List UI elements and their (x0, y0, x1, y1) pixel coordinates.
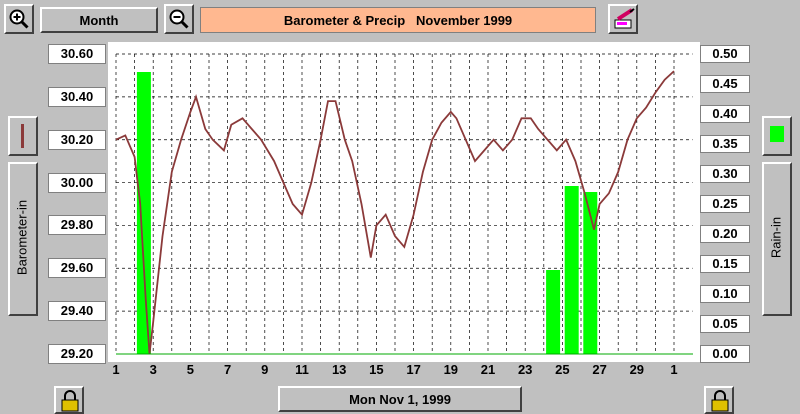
x-axis-tick-label: 1 (670, 362, 678, 377)
right-axis-tick-label: 0.00 (700, 345, 750, 363)
left-axis-tick-label: 29.20 (48, 344, 106, 364)
right-axis-tick-label: 0.45 (700, 75, 750, 93)
x-axis-tick-label: 3 (149, 362, 157, 377)
print-button[interactable] (608, 4, 638, 34)
left-axis-tick-label: 29.80 (48, 215, 106, 236)
rain-swatch (770, 126, 784, 142)
rain-bar (583, 192, 598, 354)
rain-series-toggle[interactable] (762, 116, 792, 156)
period-label: Month (79, 12, 119, 28)
x-axis-tick-label: 1 (112, 362, 120, 377)
x-axis-tick-label: 5 (186, 362, 194, 377)
rain-axis-button[interactable]: Rain-in (762, 162, 792, 316)
left-axis-tick-label: 29.60 (48, 258, 106, 279)
barometer-axis-label: Barometer-in (14, 199, 30, 276)
x-axis-tick-label: 15 (369, 362, 384, 377)
barometer-series-line (115, 70, 675, 355)
right-axis-tick-label: 0.50 (700, 45, 750, 63)
x-axis-tick-label: 9 (261, 362, 269, 377)
x-axis-tick-label: 29 (629, 362, 645, 377)
lock-left-button[interactable] (54, 386, 84, 414)
padlock-icon (711, 390, 729, 412)
period-select-button[interactable]: Month (40, 7, 158, 33)
right-axis-tick-label: 0.40 (700, 105, 750, 123)
left-axis-tick-label: 30.20 (48, 129, 106, 150)
printer-pen-icon (614, 8, 635, 29)
right-axis-tick-label: 0.10 (700, 285, 750, 303)
right-axis-tick-label: 0.35 (700, 135, 750, 153)
date-label: Mon Nov 1, 1999 (349, 391, 451, 407)
barometer-swatch (21, 124, 24, 148)
x-axis-tick-label: 11 (295, 362, 309, 377)
x-axis-tick-label: 21 (480, 362, 496, 377)
x-axis-tick-label: 23 (517, 362, 533, 377)
x-axis-tick-label: 19 (443, 362, 459, 377)
x-axis-tick-label: 13 (331, 362, 347, 377)
chart-title: Barometer & Precip November 1999 (200, 7, 596, 33)
right-axis-tick-label: 0.25 (700, 195, 750, 213)
rain-bar (136, 72, 151, 354)
date-button[interactable]: Mon Nov 1, 1999 (278, 386, 522, 412)
barometer-series-toggle[interactable] (8, 116, 38, 156)
zoom-in-button[interactable] (4, 4, 34, 34)
padlock-icon (61, 390, 79, 412)
zoom-out-button[interactable] (164, 4, 194, 34)
chart-plot (108, 42, 700, 362)
right-axis-tick-label: 0.30 (700, 165, 750, 183)
barometer-axis-button[interactable]: Barometer-in (8, 162, 38, 316)
left-axis-tick-label: 29.40 (48, 301, 106, 322)
left-axis-tick-label: 30.60 (48, 44, 106, 64)
rain-axis-label: Rain-in (768, 216, 784, 259)
right-axis-tick-label: 0.20 (700, 225, 750, 243)
x-axis-tick-label: 17 (406, 362, 421, 377)
rain-bar (546, 270, 561, 354)
left-axis-tick-label: 30.40 (48, 86, 106, 107)
right-axis-tick-label: 0.15 (700, 255, 750, 273)
left-axis-tick-label: 30.00 (48, 172, 106, 193)
x-axis-tick-label: 25 (555, 362, 570, 377)
right-axis-tick-label: 0.05 (700, 315, 750, 333)
x-axis-tick-label: 7 (223, 362, 232, 377)
x-axis-tick-label: 27 (592, 362, 607, 377)
rain-bar (564, 186, 579, 354)
magnifier-minus-icon (169, 9, 189, 29)
magnifier-plus-icon (9, 9, 29, 29)
